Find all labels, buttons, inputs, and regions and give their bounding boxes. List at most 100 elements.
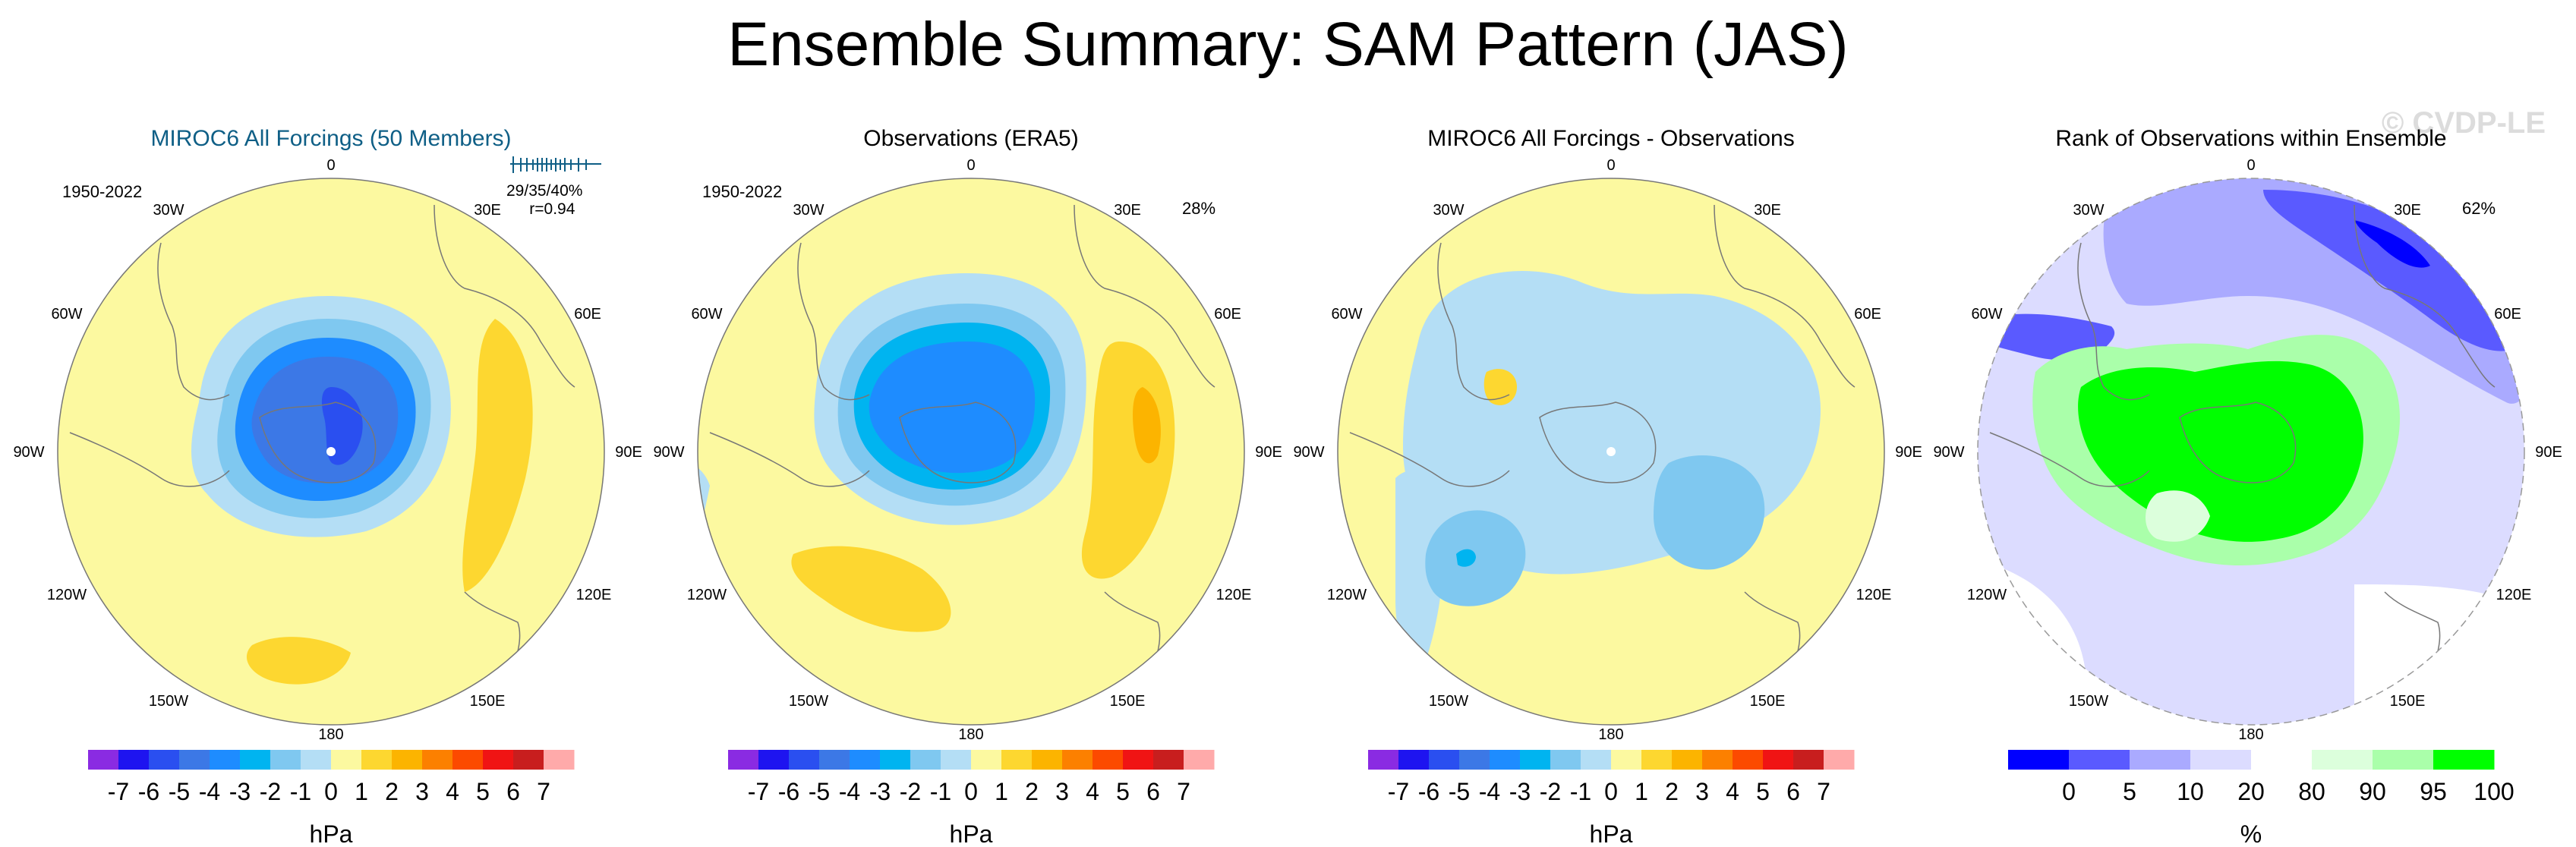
colorbar: -7 -6 -5 -4 -3 -2 -1 0 1 2 3 4 5 6 7 hPa [88,750,575,847]
colorbar-tick-label: 5 [2123,778,2136,805]
colorbar-swatch [728,750,759,770]
colorbar-swatch [2251,750,2313,770]
colorbar-tick-label: 6 [1146,778,1160,805]
colorbar-swatch [331,750,362,770]
colorbar-tick-label: 7 [1817,778,1830,805]
colorbar-swatch [1459,750,1490,770]
meridian-label: 150E [1750,693,1786,710]
contour-pos1 [1483,369,1517,405]
map-boundary [1337,178,1885,726]
meridian-label: 60W [1971,306,2002,323]
colorbar-tick-label: -2 [260,778,281,805]
colorbar-swatch [1702,750,1733,770]
panel-title: MIROC6 All Forcings - Observations [1427,126,1795,151]
map-boundary [1977,178,2525,726]
rank-le5-drake [1944,330,1967,343]
colorbar-swatch [1733,750,1764,770]
pct-label: 62% [2462,199,2496,218]
panel-model: MIROC6 All Forcings (50 Members) 1950-20… [9,114,653,847]
meridian-label: 30E [1754,202,1781,219]
rank-le5 [2354,220,2430,268]
colorbar-tick-label: 100 [2474,778,2514,805]
polar-map: 0 30E 60E 90E 120E 150E 180 150W 120W 90… [653,159,1282,743]
colorbar: -7 -6 -5 -4 -3 -2 -1 0 1 2 3 4 5 6 7 hPa [1368,750,1855,847]
colorbar-swatch [118,750,150,770]
colorbar-tick-label: 1 [1635,778,1648,805]
meridian-label: 60E [2494,306,2521,323]
rank-le10 [2263,190,2514,351]
colorbar-tick-label: 5 [1116,778,1130,805]
colorbar-tick-label: -4 [1479,778,1500,805]
colorbar-swatch [2373,750,2434,770]
colorbar-labels: -7 -6 -5 -4 -3 -2 -1 0 1 2 3 4 5 6 7 [108,778,550,805]
colorbar-swatch [910,750,941,770]
land-outlines [1989,204,2496,707]
panel-title: Rank of Observations within Ensemble [2055,126,2447,151]
colorbar-swatch [2069,750,2130,770]
polar-map: 0 30E 60E 90E 120E 150E 180 150W 120W 90… [1933,159,2562,743]
meridian-label: 120E [1856,587,1892,603]
period-label: 1950-2022 [702,182,783,201]
colorbar-tick-label: -2 [1540,778,1561,805]
meridian-label: 90W [13,444,44,461]
stats-r: r=0.94 [529,200,575,218]
colorbar-tick-label: 2 [1025,778,1039,805]
meridian-label: 120W [687,587,727,603]
colorbar-swatches [1368,750,1855,770]
colorbar-tick-label: -5 [169,778,190,805]
meridian-label: 60W [1331,306,1362,323]
meridian-label: 60E [1214,306,1241,323]
colorbar-swatch [789,750,820,770]
meridian-label: 90W [653,444,684,461]
map-boundary [697,178,1245,726]
contour-neg2-east [1654,455,1765,570]
colorbar-swatch [1490,750,1521,770]
colorbar-tick-label: 1 [355,778,368,805]
colorbar-swatches [728,750,1215,770]
meridian-label: 60E [1854,306,1881,323]
colorbar-swatch [1550,750,1581,770]
meridian-label: 90W [1293,444,1324,461]
colorbar: 0 5 10 20 80 90 95 100 % [2008,750,2515,847]
colorbar-swatch [1641,750,1673,770]
meridian-label: 30W [2073,202,2104,219]
meridian-label: 150W [2069,693,2108,710]
stats-pct: 29/35/40% [506,182,583,200]
meridian-label: 30E [2394,202,2421,219]
colorbar-swatch [270,750,301,770]
meridian-label: 150E [2390,693,2426,710]
colorbar-swatch [1581,750,1612,770]
land-outlines [69,204,575,707]
contour-pos3 [1133,387,1161,464]
meridian-label: 90E [615,444,642,461]
meridian-label: 90E [1895,444,1922,461]
meridian-label: 30E [474,202,501,219]
colorbar-tick-label: 6 [506,778,520,805]
contour-neg1-west [1395,471,1444,662]
meridian-label: 180 [318,726,343,743]
colorbar-labels: -7 -6 -5 -4 -3 -2 -1 0 1 2 3 4 5 6 7 [1388,778,1830,805]
colorbar-swatch [941,750,972,770]
colorbar-swatch [1093,750,1124,770]
colorbar-swatch [2312,750,2373,770]
colorbar-tick-label: -3 [869,778,891,805]
colorbar-swatch [1763,750,1794,770]
colorbar-tick-label: -5 [1449,778,1470,805]
colorbar-swatch [1429,750,1460,770]
contour-pos-pacific [791,546,951,632]
rank-ge80 [2146,490,2210,542]
rank-mid-east [2354,584,2524,725]
colorbar-swatch [1184,750,1215,770]
colorbar-tick-label: -4 [839,778,860,805]
colorbar-swatch [2433,750,2495,770]
colorbar-tick-label: 95 [2420,778,2447,805]
period-label: 1950-2022 [62,182,143,201]
meridian-label: 120W [47,587,87,603]
colorbar-swatch [452,750,484,770]
meridian-label: 150E [470,693,506,710]
colorbar-tick-label: 10 [2177,778,2204,805]
meridian-label: 150W [1429,693,1468,710]
colorbar-swatch [1520,750,1551,770]
colorbar-tick-label: 0 [964,778,978,805]
colorbar-tick-label: 1 [995,778,1008,805]
